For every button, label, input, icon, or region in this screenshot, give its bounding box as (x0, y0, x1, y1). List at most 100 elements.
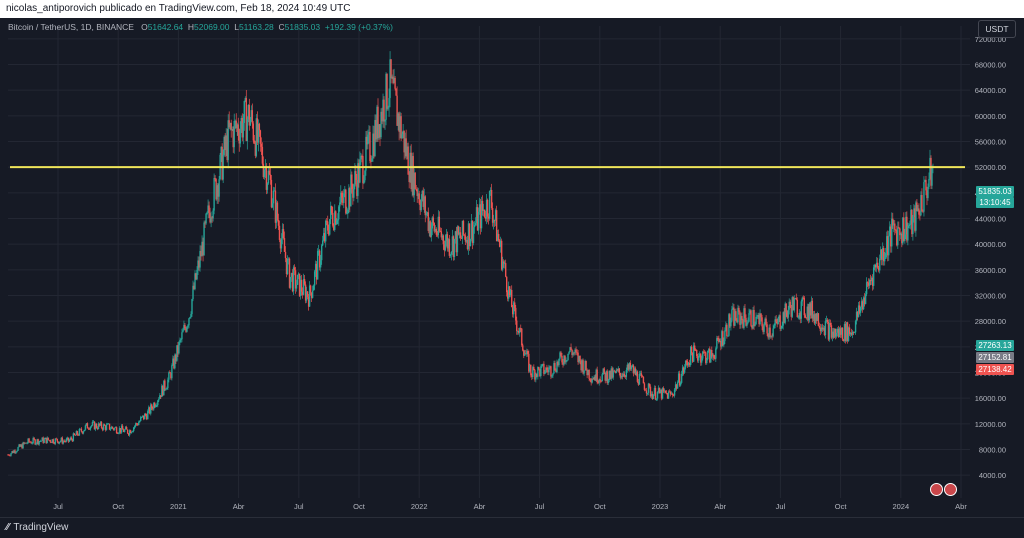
candle-body (667, 391, 670, 399)
candle-body (590, 380, 592, 383)
candle-body (605, 371, 607, 381)
candle-body (447, 239, 450, 249)
candle-body (568, 351, 570, 354)
candle-body (921, 195, 923, 211)
candle-body (772, 328, 774, 337)
candle-body (635, 371, 638, 376)
candle-body (695, 349, 697, 351)
candle-body (512, 307, 514, 315)
candle-body (100, 422, 103, 428)
candle-body (81, 431, 84, 434)
candle-body (642, 376, 645, 384)
candle-body (868, 280, 871, 286)
candle-body (376, 106, 378, 140)
candle-body (853, 332, 856, 334)
candle-body (118, 428, 121, 433)
candle-body (229, 122, 231, 128)
price-axis[interactable]: 72000.00 68000.00 64000.00 60000.00 56000.00… (975, 35, 1006, 480)
candle-body (491, 208, 494, 223)
candle-body (700, 353, 702, 363)
candle-body (900, 233, 902, 236)
candle-body (918, 208, 920, 215)
candle-body (714, 358, 716, 360)
x-tick-label: 2021 (170, 502, 187, 511)
candle-body (454, 231, 457, 239)
candle-body (712, 355, 714, 357)
candle-body (160, 395, 162, 398)
candle-body (551, 375, 553, 377)
candle-body (318, 250, 321, 268)
candle-body (110, 426, 113, 429)
candle-body (493, 220, 496, 221)
candle-body (192, 285, 194, 300)
candle-body (678, 373, 681, 386)
candle-body (251, 110, 254, 124)
candle-body (573, 352, 575, 354)
candle-body (384, 119, 386, 122)
candle-body (267, 170, 270, 184)
candle-body (572, 352, 574, 356)
candle-body (368, 131, 370, 135)
candle-body (795, 298, 797, 300)
candle-body (849, 332, 852, 335)
candle-body (145, 413, 147, 416)
candle-body (262, 163, 265, 178)
candle-body (931, 168, 933, 186)
candle-body (277, 219, 280, 226)
event-flag-icon[interactable] (930, 483, 943, 496)
candle-body (835, 332, 838, 337)
candle-body (288, 258, 291, 288)
price-chart[interactable]: 72000.00 68000.00 64000.00 60000.00 56000.00… (0, 18, 1024, 517)
candle-body (408, 174, 410, 183)
currency-button[interactable]: USDT (978, 20, 1016, 38)
candle-body (178, 342, 180, 354)
candle-body (305, 291, 308, 301)
candle-body (750, 310, 752, 326)
candle-body (856, 311, 859, 317)
candle-body (242, 122, 244, 138)
candle-body (521, 328, 523, 346)
candle-body (261, 146, 264, 164)
candle-body (416, 189, 418, 196)
candle-body (650, 393, 653, 397)
candle-body (600, 380, 602, 382)
candle-body (646, 392, 649, 394)
candle-body (815, 313, 818, 321)
candle-body (874, 265, 877, 268)
candle-body (776, 321, 778, 325)
candle-body (799, 312, 801, 319)
candle-body (601, 374, 603, 382)
candle-body (99, 422, 102, 426)
candle-body (404, 138, 406, 153)
low-label: L (234, 22, 239, 32)
candle-body (672, 395, 675, 396)
x-tick-label: Oct (594, 502, 607, 511)
candle-body (666, 393, 669, 399)
candle-body (255, 118, 258, 156)
candle-body (597, 382, 599, 384)
candle-body (123, 429, 126, 433)
candle-body (431, 217, 433, 229)
candle-body (565, 360, 567, 363)
event-flag-icon[interactable] (944, 483, 957, 496)
candle-body (322, 240, 324, 246)
candle-body (439, 230, 442, 232)
candle-body (39, 440, 41, 442)
candle-body (22, 442, 24, 449)
candle-body (239, 128, 241, 144)
candle-body (896, 230, 898, 246)
chart-area[interactable] (0, 18, 1024, 517)
tradingview-logo[interactable]: ⁄⁄ TradingView (6, 521, 68, 535)
symbol-name[interactable]: Bitcoin / TetherUS, 1D, BINANCE (8, 22, 134, 32)
y-tick-label: 8000.00 (979, 446, 1006, 455)
candle-body (867, 282, 870, 286)
candle-body (825, 319, 828, 322)
candle-body (214, 178, 216, 180)
candle-body (859, 307, 862, 313)
candle-body (832, 331, 835, 338)
candle-body (336, 220, 338, 225)
candle-body (808, 303, 811, 321)
candle-body (854, 321, 857, 333)
time-axis[interactable]: Jul Oct 2021 Abr Jul Oct 2022 Abr Jul Oct 2023 Abr J… (53, 502, 967, 511)
candle-body (426, 212, 428, 214)
